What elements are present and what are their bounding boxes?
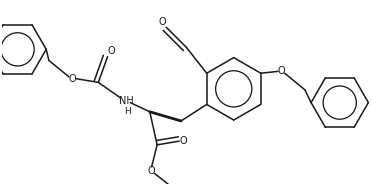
- Text: NH: NH: [119, 96, 133, 106]
- Text: O: O: [108, 46, 115, 56]
- Text: O: O: [179, 136, 187, 146]
- Text: O: O: [159, 17, 166, 27]
- Text: O: O: [148, 166, 155, 176]
- Text: O: O: [277, 66, 285, 76]
- Text: H: H: [124, 107, 131, 116]
- Text: O: O: [69, 74, 77, 84]
